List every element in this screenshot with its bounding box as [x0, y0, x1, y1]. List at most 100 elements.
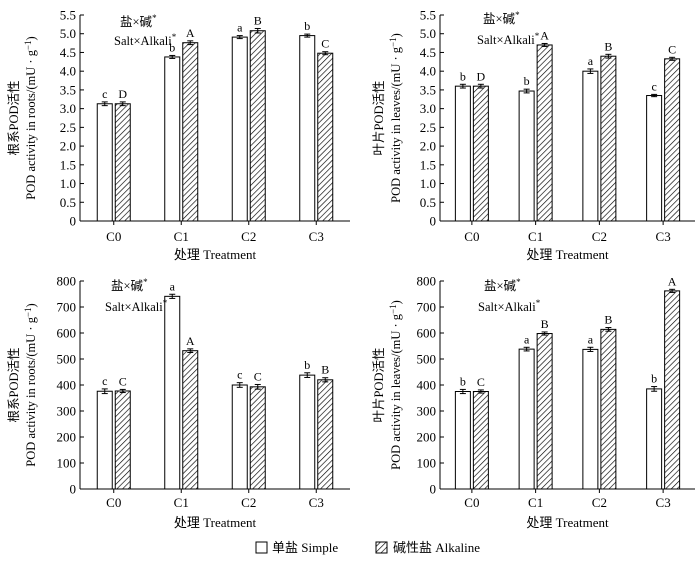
bar-simple: [646, 95, 663, 222]
significance-letter: b: [460, 69, 466, 83]
significance-letter: A: [186, 26, 195, 40]
annotation-en: Salt×Alkali*: [477, 31, 540, 47]
bar-simple: [96, 103, 113, 222]
legend-swatch-simple: [255, 541, 268, 554]
bar-alkaline: [600, 328, 617, 490]
category-label: C0: [464, 229, 479, 244]
y-tick-label: 0.5: [420, 195, 436, 210]
legend-label-simple: 单盐 Simple: [272, 540, 338, 555]
bar-alkaline: [317, 52, 334, 222]
bar-alkaline: [114, 103, 131, 222]
annotation-cn: 盐×碱*: [120, 13, 157, 29]
legend-swatch-alkaline: [375, 541, 388, 554]
significance-letter: c: [651, 79, 656, 93]
y-axis-title-en: POD activity in leaves/(mU · g−1): [388, 33, 403, 203]
significance-letter: C: [254, 369, 262, 383]
y-tick-label: 2.5: [60, 120, 76, 135]
bar-simple: [299, 374, 316, 490]
y-tick-label: 3.0: [60, 101, 76, 116]
significance-letter: a: [524, 332, 530, 346]
y-tick-label: 200: [417, 430, 437, 445]
significance-letter: A: [668, 274, 677, 288]
significance-letter: b: [651, 372, 657, 386]
bar-alkaline: [472, 85, 489, 222]
y-tick-label: 3.0: [420, 101, 436, 116]
y-tick-label: 5.5: [60, 8, 76, 23]
bar-simple: [96, 390, 113, 490]
category-label: C2: [592, 229, 607, 244]
y-tick-label: 0: [70, 214, 77, 229]
y-axis-title-en: POD activity in roots/(mU · g−1): [23, 36, 38, 199]
bar-simple: [299, 35, 316, 222]
y-tick-label: 800: [57, 274, 77, 289]
significance-letter: B: [321, 363, 329, 377]
y-tick-label: 400: [57, 378, 77, 393]
y-axis-title-cn: 叶片POD活性: [372, 80, 386, 155]
y-axis-title-cn: 根系POD活性: [7, 80, 21, 155]
y-tick-label: 1.5: [60, 157, 76, 172]
annotation-en: Salt×Alkali*: [114, 32, 177, 48]
category-label: C1: [528, 229, 543, 244]
significance-letter: a: [588, 332, 594, 346]
category-label: C3: [656, 495, 671, 510]
significance-letter: b: [460, 374, 466, 388]
category-label: C1: [174, 229, 189, 244]
bar-alkaline: [600, 55, 617, 222]
significance-letter: a: [588, 54, 594, 68]
significance-letter: c: [237, 368, 242, 382]
category-label: C3: [656, 229, 671, 244]
category-label: C1: [174, 495, 189, 510]
y-tick-label: 500: [417, 352, 437, 367]
bar-simple: [582, 70, 599, 222]
category-label: C3: [309, 229, 324, 244]
significance-letter: B: [254, 13, 262, 27]
significance-letter: b: [524, 74, 530, 88]
annotation-en: Salt×Alkali*: [105, 298, 168, 314]
x-axis-title: 处理 Treatment: [526, 247, 609, 262]
significance-letter: b: [304, 358, 310, 372]
significance-letter: c: [102, 87, 107, 101]
y-tick-label: 4.0: [420, 64, 436, 79]
bar-simple: [164, 56, 181, 222]
significance-letter: C: [477, 375, 485, 389]
y-tick-label: 5.0: [60, 26, 76, 41]
y-tick-label: 4.0: [60, 64, 76, 79]
y-axis-title-en: POD activity in roots/(mU · g−1): [23, 303, 38, 466]
y-tick-label: 0: [430, 482, 437, 497]
significance-letter: c: [102, 374, 107, 388]
significance-letter: B: [604, 39, 612, 53]
y-tick-label: 100: [57, 456, 77, 471]
category-label: C1: [528, 495, 543, 510]
significance-letter: C: [668, 42, 676, 56]
bar-alkaline: [249, 30, 266, 222]
y-tick-label: 0: [430, 214, 437, 229]
y-tick-label: 700: [417, 300, 437, 315]
y-tick-label: 1.0: [420, 176, 436, 191]
bar-simple: [454, 391, 471, 490]
annotation-en: Salt×Alkali*: [478, 298, 541, 314]
bar-simple: [518, 348, 535, 490]
x-axis-title: 处理 Treatment: [174, 247, 257, 262]
y-tick-label: 4.5: [420, 45, 436, 60]
annotation-cn: 盐×碱*: [111, 277, 148, 293]
legend: 单盐 Simple 碱性盐 Alkaline: [255, 540, 480, 555]
significance-letter: D: [118, 87, 127, 101]
bar-simple: [582, 348, 599, 490]
bar-simple: [164, 295, 181, 490]
bar-alkaline: [182, 350, 199, 490]
bar-alkaline: [182, 42, 199, 222]
y-tick-label: 5.5: [420, 8, 436, 23]
bar-simple: [231, 384, 248, 490]
y-tick-label: 3.5: [420, 82, 436, 97]
bar-alkaline: [472, 391, 489, 490]
significance-letter: C: [321, 37, 329, 51]
significance-letter: C: [119, 374, 127, 388]
category-label: C2: [592, 495, 607, 510]
annotation-cn: 盐×碱*: [483, 10, 520, 26]
y-tick-label: 2.5: [420, 120, 436, 135]
y-tick-label: 100: [417, 456, 437, 471]
y-tick-label: 1.5: [420, 157, 436, 172]
